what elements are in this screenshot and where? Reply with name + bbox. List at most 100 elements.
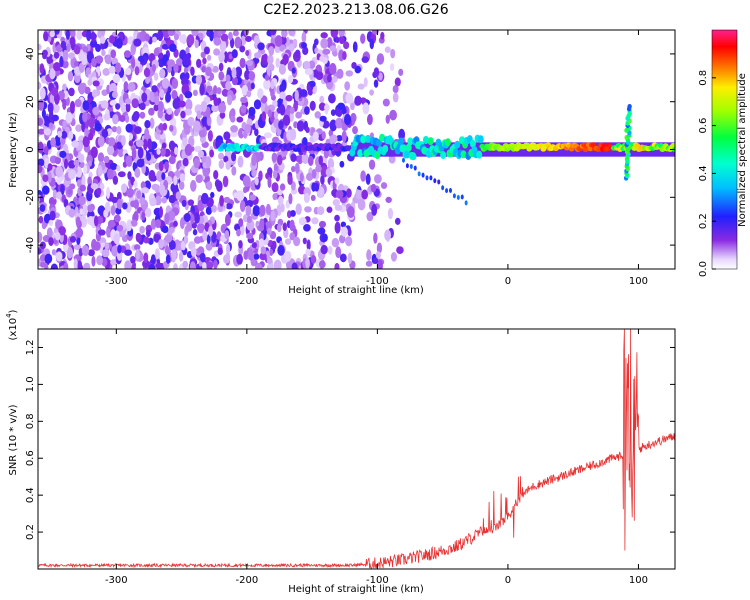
- y-tick-label: -20: [25, 189, 36, 205]
- spectrogram-cell: [73, 60, 79, 67]
- spectrogram-cell: [249, 194, 256, 201]
- chart-title: C2E2.2023.213.08.06.G26: [263, 2, 449, 18]
- ridge-cell: [410, 152, 417, 161]
- spectrogram-cell: [82, 46, 89, 53]
- spectrogram-cell: [360, 170, 366, 182]
- spectrogram-cell: [304, 68, 313, 76]
- spectrogram-cell: [219, 195, 224, 207]
- spectrogram-cell: [290, 128, 297, 141]
- spectrogram-cell: [38, 98, 45, 111]
- spectrogram-cell: [142, 46, 150, 56]
- spectrogram-cell: [385, 114, 390, 124]
- spectrogram-cell: [247, 248, 254, 261]
- spectrogram-cell: [95, 55, 104, 64]
- spectrogram-cell: [326, 37, 333, 49]
- spectrogram-cell: [139, 111, 146, 119]
- spectrogram-cell: [198, 150, 205, 158]
- spectrogram-cell: [191, 222, 197, 229]
- spectrogram-cell: [78, 264, 84, 269]
- spectrogram-cell: [301, 153, 310, 165]
- spectrogram-cell: [334, 214, 340, 222]
- spectrogram-cell: [213, 37, 222, 46]
- spectrogram-cell: [178, 100, 186, 108]
- spectrogram-cell: [75, 227, 84, 238]
- spectrogram-cell: [305, 248, 311, 256]
- spectrogram-cell: [78, 153, 85, 163]
- spectrogram-cell: [157, 51, 164, 60]
- spectrogram-cell: [445, 188, 449, 194]
- spectrogram-cell: [202, 261, 207, 269]
- spectrogram-cell: [168, 239, 176, 251]
- spectrogram-cell: [146, 152, 152, 161]
- x-tick-label: -200: [236, 575, 259, 586]
- spectrogram-cell: [229, 37, 235, 49]
- spectrogram-cell: [345, 236, 353, 247]
- spectrogram-cell: [168, 226, 175, 234]
- spectrogram-cell: [92, 80, 100, 87]
- spectrogram-cell: [108, 219, 115, 227]
- x-tick-label: -200: [236, 276, 259, 287]
- ridge-cell: [454, 140, 461, 149]
- spectrogram-cell: [51, 249, 56, 256]
- spectrogram-cell: [287, 174, 293, 185]
- spectrogram-cell: [38, 141, 44, 154]
- spectrogram-cell: [40, 261, 46, 268]
- spectrogram-cell: [49, 68, 56, 80]
- spectrogram-cell: [180, 110, 186, 119]
- y-tick-label: 0: [25, 146, 36, 152]
- spectrogram-cell: [304, 106, 310, 115]
- spectrogram-cell: [190, 246, 197, 257]
- spectrogram-cell: [311, 217, 319, 225]
- spectrogram-cell: [66, 43, 71, 52]
- spectrogram-cell: [205, 106, 211, 119]
- spectrogram-cell: [327, 245, 333, 255]
- spectrogram-cell: [245, 205, 252, 217]
- spectrogram-cell: [54, 93, 60, 105]
- spectrogram-cell: [97, 229, 106, 236]
- spectrogram-cell: [49, 93, 55, 105]
- spectrogram-cell: [239, 57, 246, 69]
- spectrogram-cell: [292, 38, 298, 46]
- spectrogram-cell: [125, 155, 133, 167]
- spectrogram-cell: [178, 251, 184, 262]
- spectrogram-cell: [310, 255, 317, 264]
- spectrogram-cell: [41, 185, 50, 195]
- spectrogram-cell: [191, 30, 199, 37]
- spectrogram-cell: [361, 56, 369, 63]
- spectrogram-cell: [82, 135, 90, 148]
- spectrogram-cell: [54, 134, 62, 147]
- spectrogram-cell: [254, 52, 262, 59]
- spectrogram-cell: [234, 211, 243, 218]
- spectrogram-cell: [290, 181, 296, 191]
- spectrogram-cell: [121, 183, 128, 193]
- spectrogram-cell: [116, 191, 122, 201]
- spectrogram-cell: [97, 152, 105, 163]
- y-tick-label: 1.2: [25, 340, 36, 356]
- spectrogram-cell: [377, 259, 383, 269]
- spectrogram-cell: [126, 221, 132, 232]
- spectrogram-cell: [298, 217, 307, 226]
- spectrogram-cell: [173, 220, 178, 227]
- spectrogram-cell: [369, 38, 375, 50]
- spectrogram-cell: [133, 211, 139, 222]
- spectrogram-cell: [67, 71, 74, 82]
- spectrogram-cell: [394, 77, 401, 87]
- ridge-cell: [427, 137, 434, 146]
- spectrogram-cell: [392, 92, 399, 103]
- spectrogram-cell: [278, 120, 284, 130]
- ridge-cell: [582, 146, 589, 153]
- spectrogram-cell: [228, 31, 233, 41]
- spectrogram-cell: [251, 242, 258, 249]
- spectrogram-cell: [189, 261, 196, 269]
- spectrogram-cell: [65, 30, 70, 40]
- spectrogram-cell: [43, 128, 52, 136]
- spectrogram-cell: [384, 229, 392, 241]
- spectrogram-cell: [56, 191, 62, 200]
- spectrogram-cell: [198, 129, 206, 138]
- spectrogram-cell: [48, 122, 54, 129]
- spectrogram-cell: [165, 254, 171, 264]
- spectrogram-cell: [240, 104, 247, 114]
- spectrogram-cell: [340, 221, 347, 228]
- spectrogram-cell: [347, 228, 352, 237]
